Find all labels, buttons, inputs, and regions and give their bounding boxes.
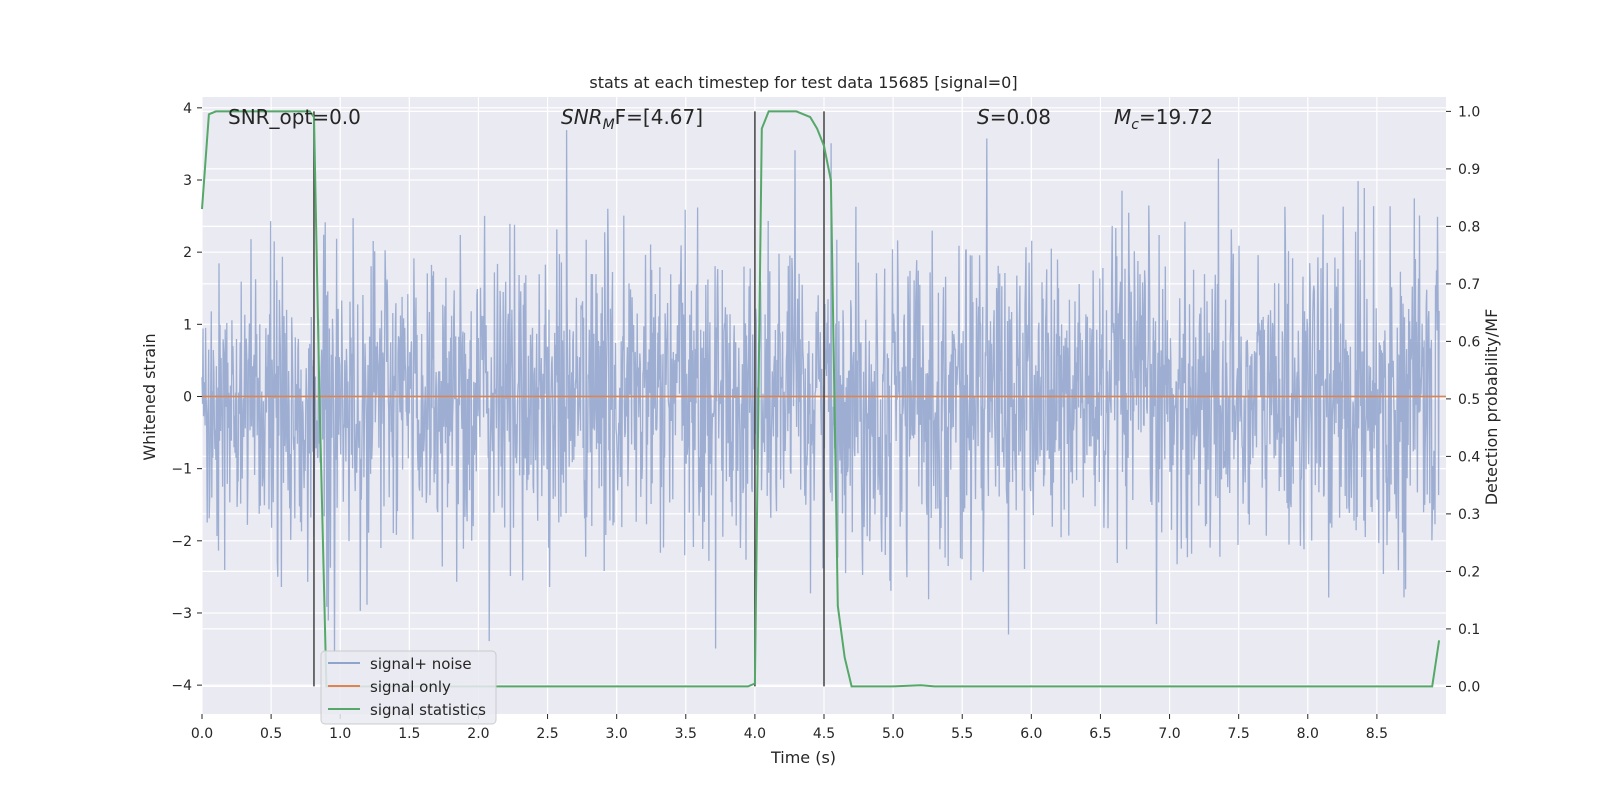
s-symbol: S	[977, 105, 990, 129]
y-axis-label-right: Detection probability/MF	[1482, 309, 1501, 506]
y-right-tick-label: 0.1	[1458, 622, 1480, 638]
x-tick-label: 0.5	[260, 726, 282, 742]
y-right-tick-label: 0.0	[1458, 679, 1480, 695]
x-axis-label: Time (s)	[770, 748, 836, 767]
annotation-mc: Mc=19.72	[1114, 105, 1213, 133]
annotation-snr-opt: SNR_opt=0.0	[228, 105, 361, 129]
vertical-markers	[313, 111, 825, 687]
x-tick-label: 7.5	[1228, 726, 1250, 742]
y-right-tick-label: 0.9	[1458, 162, 1480, 178]
x-tick-label: 7.0	[1158, 726, 1180, 742]
x-tick-label: 1.0	[329, 726, 351, 742]
y-left-tick-label: −3	[171, 606, 192, 622]
y-left-tick-label: −4	[171, 678, 192, 694]
x-tick-label: 8.0	[1297, 726, 1319, 742]
x-tick-label: 0.0	[191, 726, 213, 742]
x-tick-label: 5.5	[951, 726, 973, 742]
snr-mf-base: SNR	[561, 105, 603, 129]
x-tick-label: 2.5	[536, 726, 558, 742]
snr-mf-rest: F=[4.67]	[615, 105, 703, 129]
series-signal-statistics	[201, 110, 1441, 688]
x-tick-label: 2.0	[467, 726, 489, 742]
x-tick-label: 6.5	[1089, 726, 1111, 742]
x-tick-label: 5.0	[882, 726, 904, 742]
x-tick-label: 6.0	[1020, 726, 1042, 742]
x-tick-label: 3.5	[675, 726, 697, 742]
series-signal-noise	[201, 130, 1440, 653]
y-left-tick-label: 2	[183, 245, 192, 261]
y-right-tick-label: 1.0	[1458, 104, 1480, 120]
y-right-tick-label: 0.8	[1458, 219, 1480, 235]
x-tick-label: 4.5	[813, 726, 835, 742]
y-right-tick-label: 0.6	[1458, 334, 1480, 350]
y-axis-label-left: Whitened strain	[140, 333, 159, 460]
y-right-tick-label: 0.7	[1458, 277, 1480, 293]
y-left-tick-label: 1	[183, 317, 192, 333]
legend-label-signal-only: signal only	[370, 678, 451, 696]
signal-noise-line	[201, 130, 1440, 653]
y-right-tick-label: 0.2	[1458, 564, 1480, 580]
annotation-s: S=0.08	[977, 105, 1051, 129]
y-left-tick-label: 3	[183, 173, 192, 189]
y-right-tick-label: 0.4	[1458, 449, 1480, 465]
x-tick-label: 3.0	[606, 726, 628, 742]
axis-ticks: 0.0 0.5 1.0 1.5 2.0 2.5 3.0 3.5 4.0 4.5 5.0 5.5 6.0 6…	[171, 101, 1480, 742]
y-left-tick-label: 0	[183, 389, 192, 405]
x-tick-label: 1.5	[398, 726, 420, 742]
signal-statistics-line	[201, 110, 1441, 688]
mc-base: M	[1114, 105, 1131, 129]
mc-sub: c	[1131, 117, 1139, 133]
annotation-snr-mf: SNRMF=[4.67]	[561, 105, 703, 133]
x-tick-label: 4.0	[744, 726, 766, 742]
legend-label-signal-statistics: signal statistics	[370, 701, 486, 719]
snr-mf-sub: M	[603, 117, 615, 133]
y-right-tick-label: 0.5	[1458, 392, 1480, 408]
y-left-tick-label: 4	[183, 101, 192, 117]
mc-value: =19.72	[1139, 105, 1213, 129]
legend-label-signal-noise: signal+ noise	[370, 655, 472, 673]
y-right-tick-label: 0.3	[1458, 507, 1480, 523]
chart-title: stats at each timestep for test data 156…	[589, 73, 1017, 92]
y-left-tick-label: −2	[171, 534, 192, 550]
legend-box	[320, 650, 497, 725]
legend: signal+ noise signal only signal statist…	[320, 650, 497, 725]
s-value: =0.08	[990, 105, 1051, 129]
x-tick-label: 8.5	[1366, 726, 1388, 742]
y-left-tick-label: −1	[171, 462, 192, 478]
